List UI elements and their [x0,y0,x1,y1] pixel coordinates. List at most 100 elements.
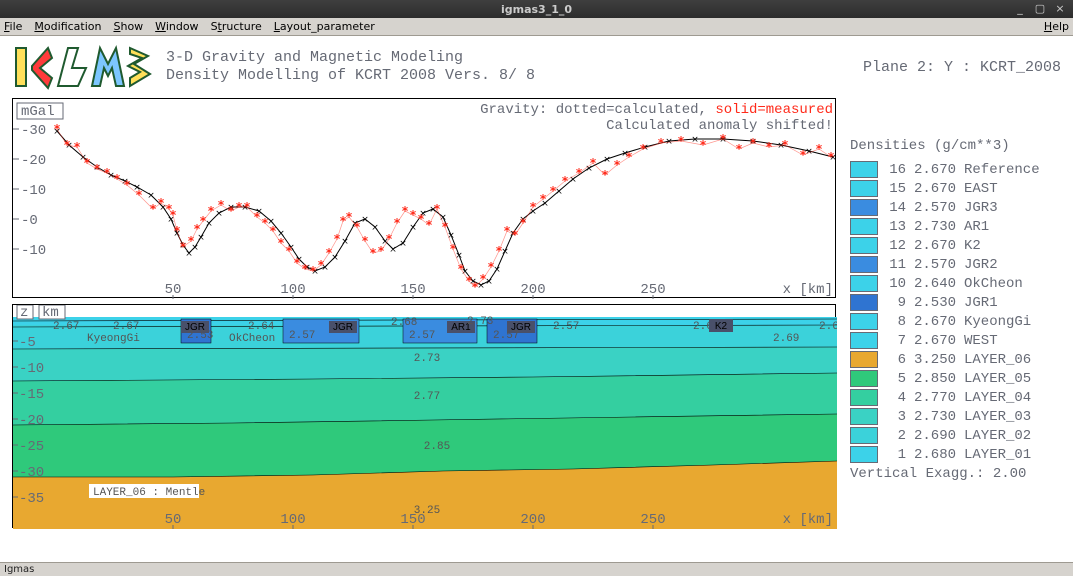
svg-text:km: km [42,305,59,321]
legend-id: 15 [884,181,906,197]
svg-text:*: * [520,216,527,230]
legend-id: 2 [884,428,906,444]
svg-text:*: * [678,134,685,148]
svg-text:*: * [410,208,417,222]
menu-modification[interactable]: Modification [34,20,101,33]
legend-name: LAYER_05 [964,371,1031,387]
svg-text:×: × [341,237,349,247]
legend-id: 14 [884,200,906,216]
svg-text:*: * [614,158,621,172]
svg-text:*: * [354,220,361,234]
legend-name: LAYER_04 [964,390,1031,406]
svg-text:150: 150 [400,282,425,298]
header: 3-D Gravity and Magnetic Modeling Densit… [12,42,1061,92]
legend-id: 16 [884,162,906,178]
svg-text:*: * [84,156,91,170]
legend-row: 1 2.680 LAYER_01 [850,445,1064,464]
legend-swatch [850,351,878,368]
legend-name: LAYER_03 [964,409,1031,425]
menu-layout[interactable]: Layout_parameter [274,20,375,33]
legend-id: 4 [884,390,906,406]
legend-value: 2.670 [914,314,964,330]
svg-text:*: * [370,246,377,260]
legend-name: Reference [964,162,1040,178]
legend-swatch [850,408,878,425]
legend-swatch [850,389,878,406]
legend-row: 16 2.670 Reference [850,160,1064,179]
svg-text:*: * [816,142,823,156]
svg-text:*: * [426,218,433,232]
legend-name: JGR2 [964,257,998,273]
legend-value: 3.250 [914,352,964,368]
legend-row: 3 2.730 LAYER_03 [850,407,1064,426]
svg-text:×: × [331,253,339,263]
workspace: 3-D Gravity and Magnetic Modeling Densit… [0,36,1073,562]
svg-text:*: * [658,136,665,150]
legend-value: 2.730 [914,409,964,425]
legend-name: LAYER_02 [964,428,1031,444]
svg-text:*: * [472,280,479,294]
svg-text:*: * [488,260,495,274]
svg-text:-25: -25 [19,439,44,455]
svg-text:*: * [174,224,181,238]
gravity-panel[interactable]: mGal-30-20-10-0-1050100150200250x [km]Gr… [12,98,836,298]
svg-text:K2: K2 [715,321,728,332]
maximize-icon[interactable]: ▢ [1033,3,1047,15]
svg-text:*: * [326,246,333,260]
svg-text:×: × [409,223,417,233]
menu-structure[interactable]: Structure [211,20,262,33]
legend-value: 2.670 [914,238,964,254]
menu-window[interactable]: Window [155,20,198,33]
svg-text:*: * [124,178,131,192]
svg-text:*: * [286,244,293,258]
svg-text:*: * [496,244,503,258]
svg-text:*: * [766,140,773,154]
svg-text:*: * [228,204,235,218]
svg-text:-20: -20 [21,153,46,169]
svg-text:LAYER_06 : Mentle: LAYER_06 : Mentle [93,487,205,499]
svg-text:100: 100 [280,282,305,298]
menu-file[interactable]: File [4,20,22,33]
svg-text:*: * [150,202,157,216]
svg-text:*: * [270,224,277,238]
svg-text:2.69: 2.69 [773,333,799,345]
svg-text:2.67: 2.67 [819,321,837,333]
svg-text:*: * [800,148,807,162]
svg-text:*: * [94,162,101,176]
legend-row: 5 2.850 LAYER_05 [850,369,1064,388]
svg-text:*: * [302,262,309,276]
svg-text:-30: -30 [19,465,44,481]
legend-swatch [850,161,878,178]
legend-swatch [850,256,878,273]
svg-text:*: * [530,200,537,214]
svg-text:*: * [782,138,789,152]
minimize-icon[interactable]: _ [1013,3,1027,15]
legend-id: 5 [884,371,906,387]
svg-text:*: * [158,196,165,210]
legend-value: 2.730 [914,219,964,235]
legend-name: KyeongGi [964,314,1031,330]
legend-row: 7 2.670 WEST [850,331,1064,350]
svg-text:3.25: 3.25 [414,505,440,517]
legend-value: 2.690 [914,428,964,444]
svg-text:*: * [736,142,743,156]
svg-text:-5: -5 [19,335,36,351]
menu-help[interactable]: Help [1044,20,1069,33]
svg-text:*: * [334,232,341,246]
close-icon[interactable]: × [1053,3,1067,15]
legend-id: 7 [884,333,906,349]
legend-swatch [850,313,878,330]
section-panel[interactable]: zkm-5-10-15-20-25-30-3550100150200250x [… [12,304,836,528]
menu-show[interactable]: Show [113,20,143,33]
svg-text:*: * [626,150,633,164]
svg-text:-20: -20 [19,413,44,429]
legend-row: 13 2.730 AR1 [850,217,1064,236]
svg-text:*: * [458,262,465,276]
svg-text:2.64: 2.64 [248,321,275,333]
svg-text:×: × [147,191,155,201]
svg-text:-0: -0 [21,213,38,229]
legend-value: 2.640 [914,276,964,292]
legend-row: 8 2.670 KyeongGi [850,312,1064,331]
svg-text:2.53: 2.53 [187,330,213,342]
svg-text:*: * [750,136,757,150]
